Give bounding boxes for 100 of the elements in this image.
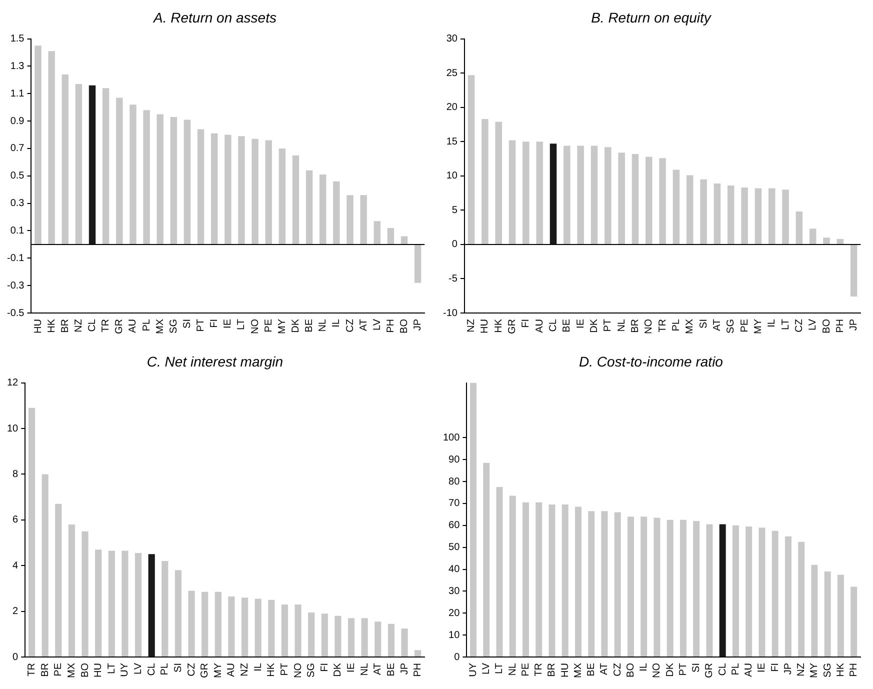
bar bbox=[387, 228, 394, 244]
y-tick-label: -5 bbox=[448, 273, 458, 284]
x-tick-label: LT bbox=[106, 663, 118, 674]
bar bbox=[680, 520, 686, 656]
x-tick-label: HK bbox=[266, 662, 278, 677]
bar bbox=[811, 564, 818, 656]
bar bbox=[374, 622, 382, 656]
x-tick-label: BO bbox=[625, 662, 636, 678]
bar bbox=[495, 122, 502, 244]
y-tick-label: 25 bbox=[446, 68, 458, 79]
x-tick-label: TR bbox=[26, 663, 38, 676]
x-tick-label: IE bbox=[346, 662, 358, 672]
x-tick-label: CZ bbox=[344, 319, 356, 332]
x-tick-label: HU bbox=[480, 319, 491, 334]
bar bbox=[536, 502, 542, 656]
bar bbox=[116, 98, 123, 244]
x-tick-label: DK bbox=[290, 318, 302, 333]
bar bbox=[214, 592, 222, 656]
x-tick-label: BE bbox=[304, 318, 316, 332]
bar bbox=[95, 550, 102, 656]
x-tick-label: JP bbox=[782, 662, 794, 675]
x-tick-label: PE bbox=[739, 318, 750, 332]
x-tick-label: PE bbox=[53, 662, 64, 676]
x-tick-label: BE bbox=[586, 662, 598, 676]
x-tick-label: HK bbox=[835, 662, 846, 677]
bar bbox=[268, 600, 275, 656]
bar bbox=[574, 506, 582, 656]
bar bbox=[837, 574, 844, 656]
bar bbox=[824, 571, 831, 656]
y-tick-label: 5 bbox=[452, 204, 458, 216]
x-tick-label: GR bbox=[114, 319, 126, 334]
bar bbox=[577, 146, 584, 244]
x-tick-label: NO bbox=[652, 662, 663, 678]
bar bbox=[321, 614, 328, 656]
x-tick-label: MX bbox=[154, 318, 166, 334]
bar bbox=[522, 502, 529, 656]
bar bbox=[798, 542, 805, 656]
bar bbox=[646, 156, 652, 244]
bar bbox=[308, 612, 315, 656]
bar bbox=[741, 188, 748, 244]
y-tick-label: 0.3 bbox=[10, 198, 25, 210]
bar bbox=[188, 590, 195, 656]
x-tick-label: FI bbox=[319, 663, 330, 672]
x-tick-label: AT bbox=[712, 319, 723, 332]
y-tick-label: 0.5 bbox=[10, 170, 25, 182]
x-tick-label: MX bbox=[684, 318, 696, 334]
x-tick-label: MX bbox=[66, 662, 78, 678]
x-tick-label: NO bbox=[292, 662, 304, 678]
chart-title: C. Net interest margin bbox=[146, 353, 284, 370]
bar bbox=[614, 512, 621, 656]
x-tick-label: NZ bbox=[73, 319, 84, 332]
x-tick-label: BR bbox=[630, 319, 641, 333]
x-tick-label: CZ bbox=[612, 663, 624, 676]
x-tick-label: SG bbox=[306, 662, 318, 678]
x-tick-label: AT bbox=[372, 663, 384, 676]
x-tick-label: NO bbox=[250, 318, 261, 334]
x-tick-label: IL bbox=[252, 662, 264, 672]
bar bbox=[134, 553, 142, 656]
x-tick-label: IL bbox=[638, 662, 650, 672]
y-tick-label: 0.1 bbox=[10, 225, 25, 236]
y-tick-label: 6 bbox=[12, 514, 19, 526]
x-tick-label: SG bbox=[822, 662, 834, 678]
x-tick-label: SI bbox=[182, 319, 193, 328]
bar bbox=[784, 536, 792, 656]
bar bbox=[224, 134, 232, 244]
x-tick-label: LV bbox=[133, 662, 144, 674]
y-tick-label: 60 bbox=[448, 520, 460, 532]
bar bbox=[632, 154, 639, 244]
y-tick-label: 90 bbox=[448, 454, 460, 466]
bar bbox=[754, 188, 762, 244]
bar bbox=[306, 170, 313, 244]
bar bbox=[62, 74, 68, 244]
y-tick-label: 80 bbox=[448, 476, 460, 488]
bar bbox=[374, 221, 380, 244]
bar bbox=[470, 382, 476, 656]
bar bbox=[241, 598, 248, 656]
bar bbox=[148, 554, 155, 656]
y-tick-label: 10 bbox=[446, 170, 458, 182]
bar bbox=[333, 181, 340, 244]
bar bbox=[197, 129, 204, 244]
bar bbox=[727, 185, 734, 244]
y-tick-label: 0.9 bbox=[10, 116, 25, 127]
bar bbox=[414, 244, 422, 283]
x-tick-label: SG bbox=[726, 318, 737, 334]
x-tick-label: SI bbox=[172, 663, 184, 672]
x-tick-label: TR bbox=[657, 319, 668, 332]
x-tick-label: PE bbox=[520, 662, 532, 676]
x-tick-label: BR bbox=[60, 319, 71, 333]
y-tick-label: 50 bbox=[448, 542, 460, 554]
x-tick-label: BO bbox=[821, 318, 832, 334]
bar bbox=[252, 138, 258, 244]
x-tick-label: BO bbox=[399, 318, 410, 334]
bar bbox=[346, 195, 354, 244]
bar bbox=[414, 650, 422, 656]
bar bbox=[170, 116, 178, 244]
bar bbox=[654, 518, 660, 656]
bar bbox=[732, 525, 739, 656]
x-tick-label: IE bbox=[756, 662, 768, 672]
bar bbox=[809, 228, 816, 244]
bar bbox=[536, 142, 543, 244]
